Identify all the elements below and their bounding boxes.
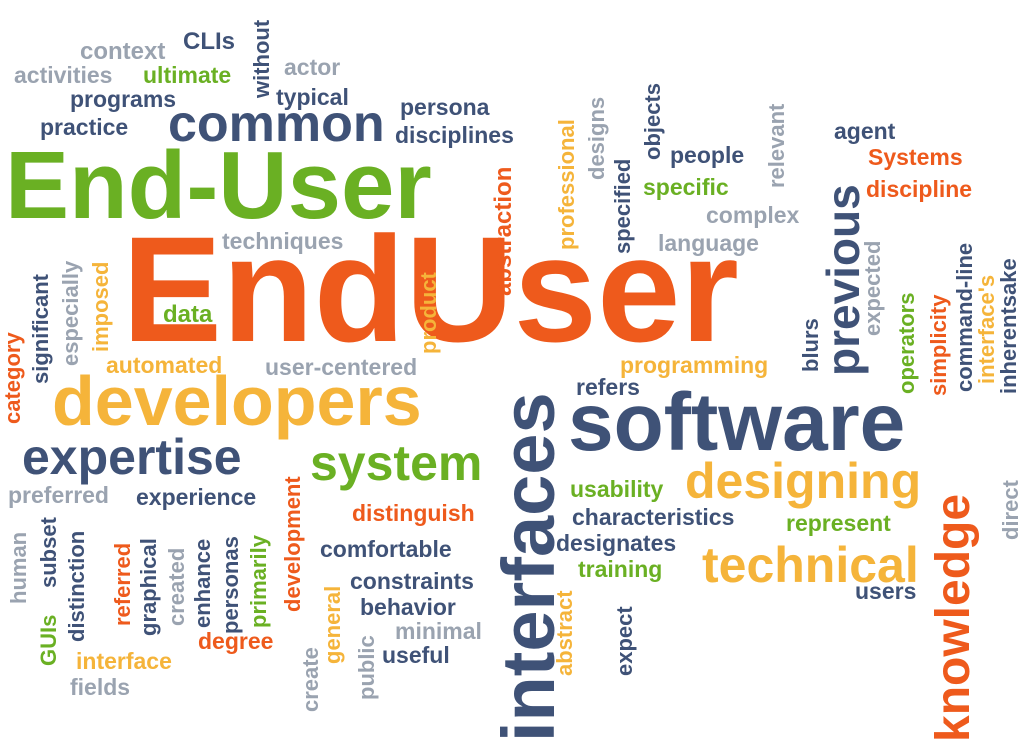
word-professional: professional	[554, 119, 579, 250]
word-created: created	[164, 547, 189, 626]
word-user-centered: user-centered	[265, 354, 418, 380]
word-interfaces: interfaces	[487, 392, 570, 742]
word-training: training	[578, 556, 663, 582]
word-common: common	[168, 95, 385, 153]
word-graphical: graphical	[136, 538, 161, 636]
word-distinction: distinction	[64, 530, 89, 642]
word-clis: CLIs	[183, 28, 236, 55]
word-enhance: enhance	[190, 538, 215, 628]
word-data: data	[163, 301, 213, 328]
word-significant: significant	[28, 273, 53, 384]
word-end-user-phrase: End-User	[5, 132, 432, 239]
word-characteristics: characteristics	[572, 504, 735, 530]
word-developers: developers	[52, 362, 422, 440]
word-human: human	[6, 531, 31, 604]
word-personas: personas	[218, 536, 243, 634]
word-complex: complex	[706, 202, 800, 228]
word-context: context	[80, 38, 166, 65]
word-users: users	[855, 578, 917, 604]
word-degree: degree	[198, 628, 274, 654]
word-ultimate: ultimate	[143, 62, 232, 88]
word-operators: operators	[894, 292, 919, 394]
word-specific: specific	[643, 174, 729, 200]
word-agent: agent	[834, 118, 896, 144]
word-specified: specified	[610, 158, 635, 254]
word-general: general	[320, 585, 345, 664]
word-interface: interface	[76, 648, 172, 674]
word-refers: refers	[576, 374, 640, 400]
word-end: EndUser	[122, 205, 739, 373]
word-persona: persona	[400, 94, 490, 120]
word-relevant: relevant	[764, 103, 789, 188]
word-expected: expected	[860, 240, 885, 336]
word-useful: useful	[382, 642, 450, 668]
word-objects: objects	[640, 82, 665, 160]
word-imposed: imposed	[88, 261, 113, 352]
word-programs: programs	[70, 86, 177, 112]
word-techniques: techniques	[222, 228, 344, 254]
word-experience: experience	[136, 484, 257, 510]
word-interfaces-apos: interface's	[974, 274, 999, 384]
word-expertise: expertise	[22, 429, 242, 485]
word-language: language	[658, 230, 759, 256]
word-category: category	[0, 332, 25, 424]
word-development: development	[280, 476, 305, 612]
word-people: people	[670, 142, 745, 168]
word-typical: typical	[276, 84, 349, 110]
word-simplicity: simplicity	[926, 294, 951, 396]
word-inherentsake: inherentsake	[996, 258, 1021, 394]
word-preferred: preferred	[8, 482, 109, 508]
word-command-line: command-line	[952, 242, 977, 392]
word-comfortable: comfortable	[320, 536, 452, 562]
word-usability: usability	[570, 476, 664, 502]
word-abstraction: abstraction	[490, 166, 517, 296]
word-activities: activities	[14, 62, 113, 88]
word-automated: automated	[106, 352, 223, 378]
word-designates: designates	[556, 530, 677, 556]
word-direct: direct	[998, 480, 1023, 540]
word-product: product	[416, 272, 441, 354]
word-especially: especially	[58, 260, 83, 366]
word-designing: designing	[685, 453, 922, 509]
word-fields: fields	[70, 674, 131, 700]
word-constraints: constraints	[350, 568, 474, 594]
word-designs: designs	[584, 96, 609, 180]
word-create: create	[298, 647, 323, 712]
word-systems: Systems	[868, 144, 963, 170]
word-programming: programming	[620, 352, 769, 378]
word-represent: represent	[786, 510, 891, 536]
word-software: software	[568, 377, 906, 468]
word-knowledge: knowledge	[927, 493, 980, 742]
word-actor: actor	[284, 54, 341, 80]
word-disciplines: disciplines	[395, 122, 514, 148]
word-expect: expect	[612, 606, 637, 676]
word-minimal: minimal	[395, 618, 482, 644]
word-distinguish: distinguish	[352, 500, 475, 526]
word-guis: GUIs	[36, 614, 61, 666]
word-abstract: abstract	[552, 590, 577, 676]
word-system: system	[310, 435, 483, 491]
word-primarily: primarily	[246, 535, 271, 628]
word-public: public	[354, 635, 379, 700]
word-without: without	[249, 19, 274, 98]
word-referred: referred	[110, 542, 135, 626]
word-subset: subset	[36, 517, 61, 588]
word-technical: technical	[702, 537, 919, 593]
word-blurs: blurs	[798, 318, 823, 372]
word-discipline: discipline	[866, 176, 973, 202]
word-behavior: behavior	[360, 594, 456, 620]
word-practice: practice	[40, 114, 129, 140]
